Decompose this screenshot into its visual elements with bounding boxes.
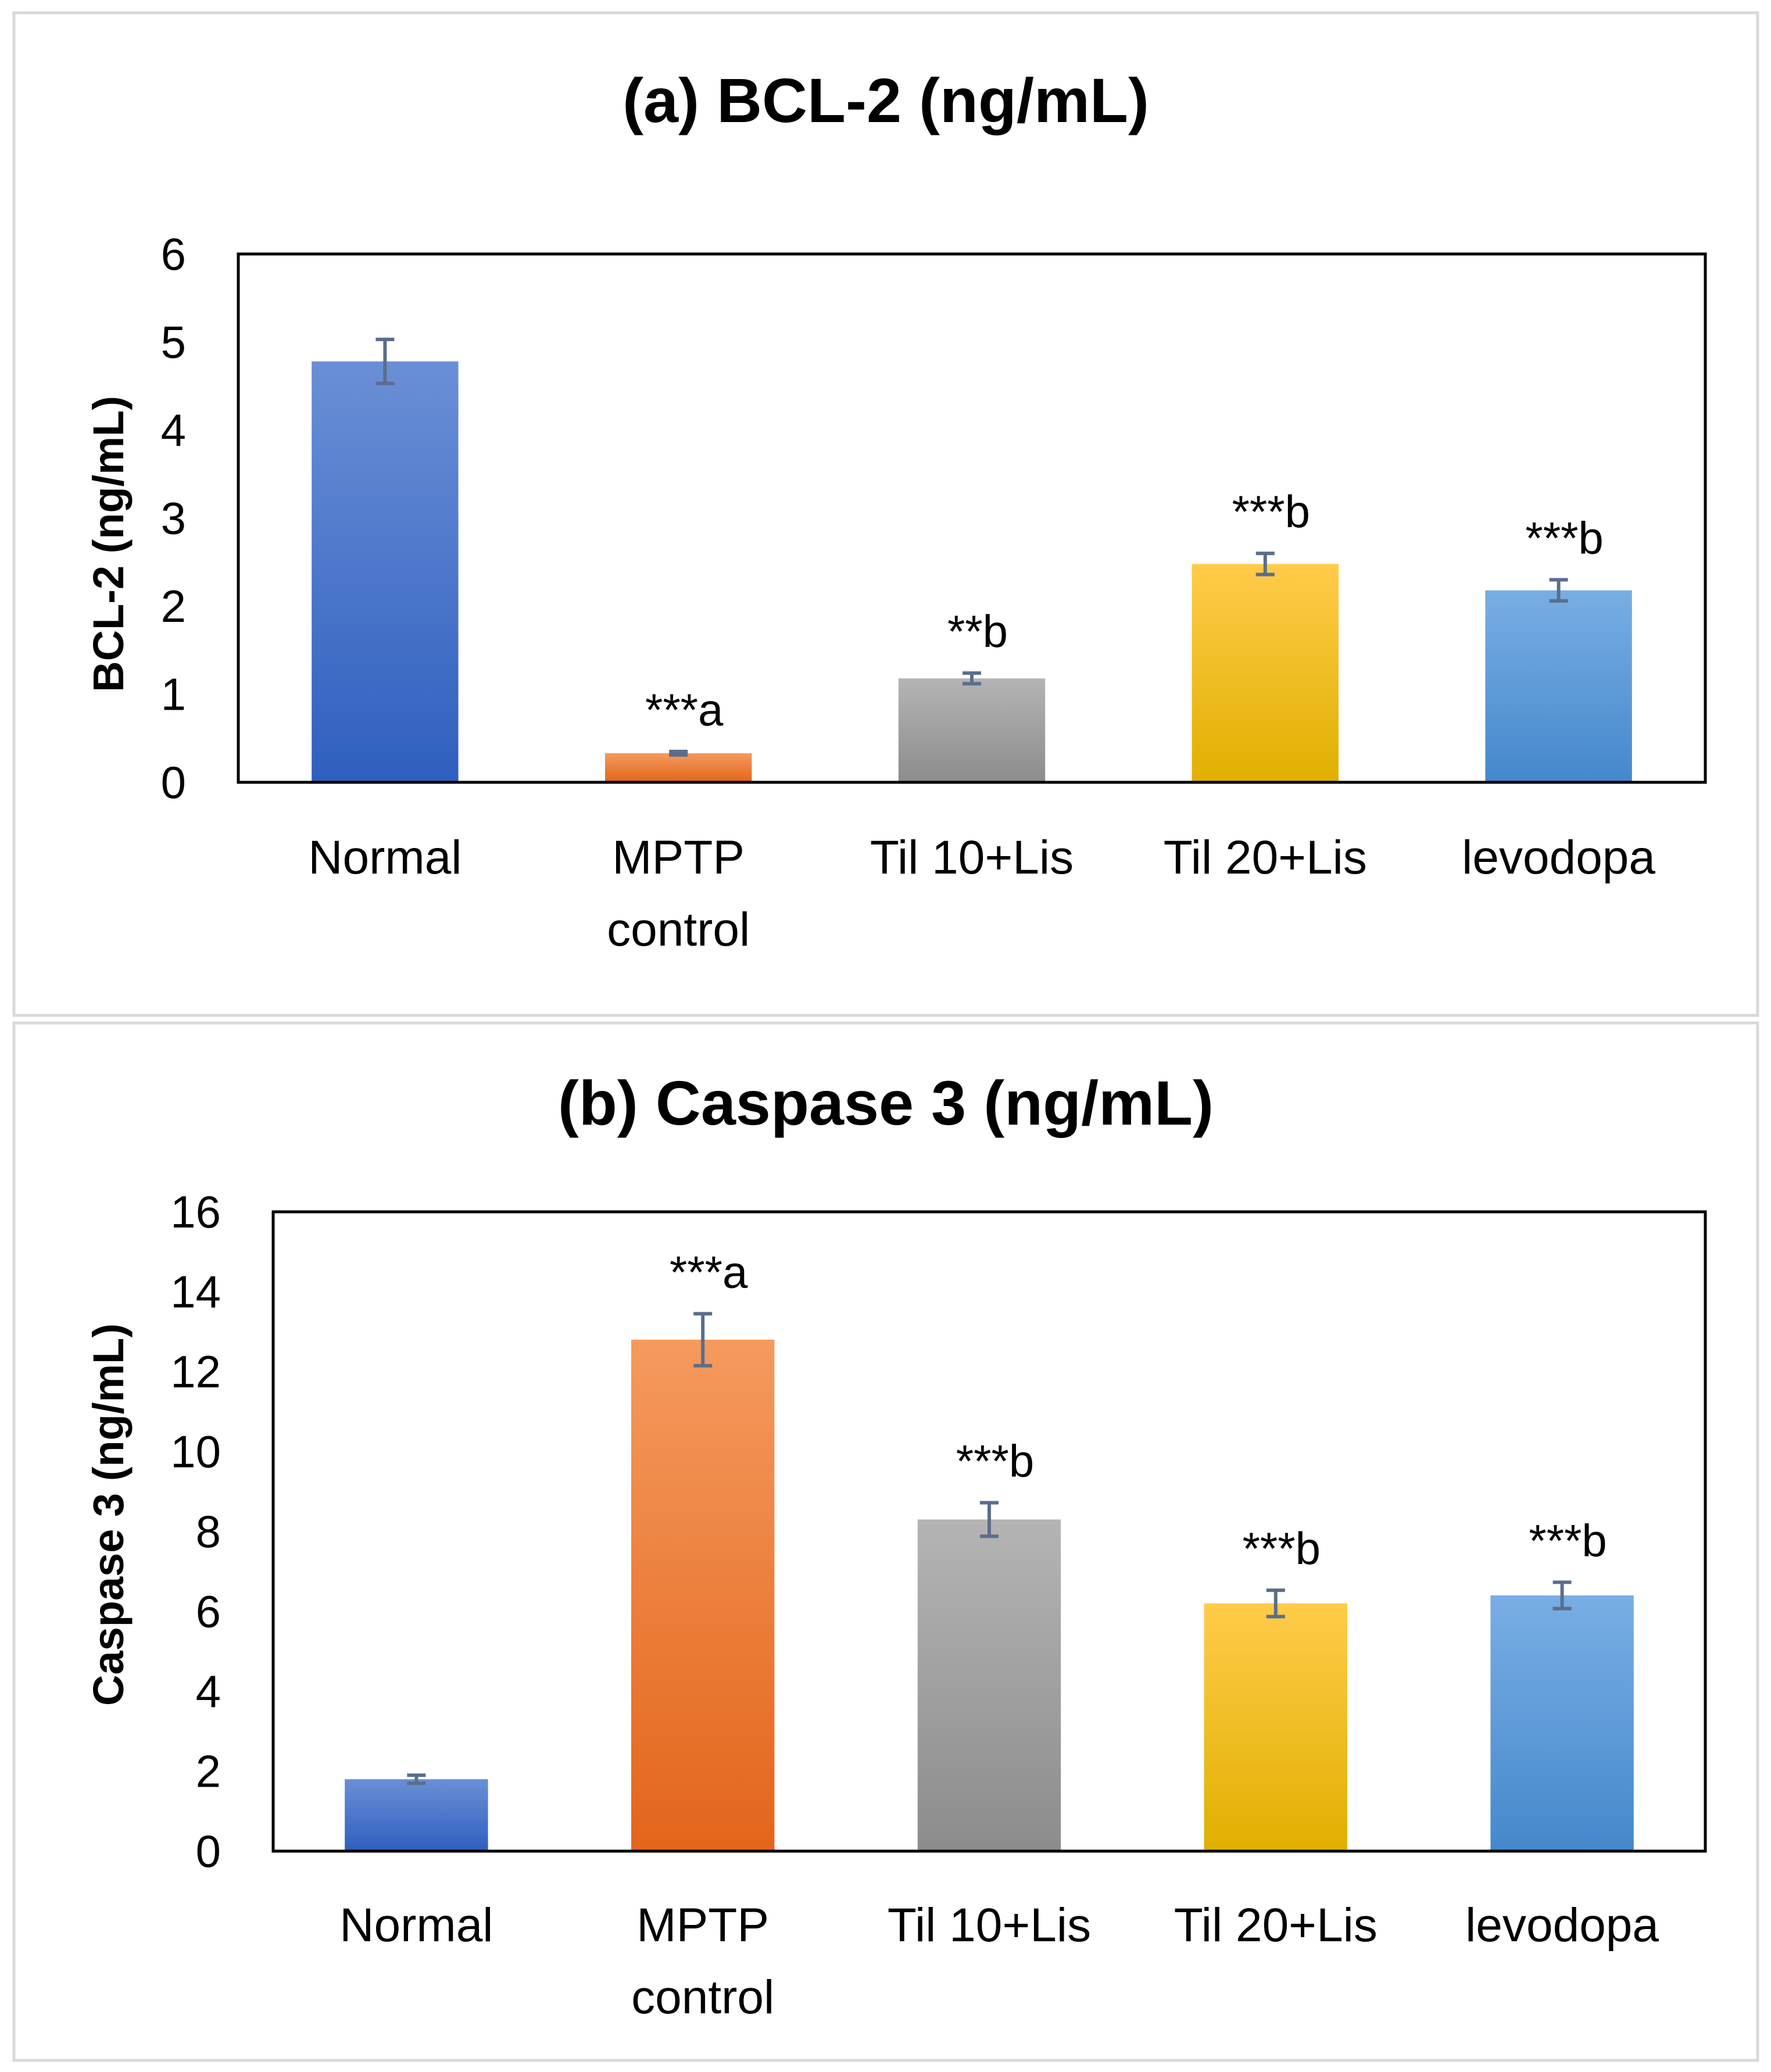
y-tick-label: 0	[161, 757, 186, 808]
error-bar	[980, 1501, 999, 1538]
significance-label: ***b	[1525, 513, 1603, 564]
error-bar	[693, 1312, 713, 1368]
error-bar	[1552, 1580, 1572, 1611]
bar	[345, 1779, 488, 1851]
plot-area: 0 2 4 6 8 10 12 14 16 Normal ***a MPTP control ***b Ti…	[170, 1186, 1707, 2024]
x-category-label: Normal	[308, 831, 461, 884]
x-category-label: Normal	[339, 1899, 493, 1952]
y-tick-label: 6	[161, 228, 186, 280]
bar	[1485, 590, 1632, 782]
bar	[1204, 1603, 1347, 1851]
bar	[1490, 1595, 1634, 1851]
y-tick-label: 6	[196, 1586, 221, 1637]
y-tick-label: 5	[161, 317, 186, 368]
error-bar	[669, 749, 688, 757]
y-tick-label: 4	[196, 1666, 221, 1717]
error-bar	[375, 337, 395, 385]
significance-label: ***b	[1243, 1523, 1321, 1574]
chart-panel-caspase3: (b) Caspase 3 (ng/mL) Caspase 3 (ng/mL) …	[12, 1021, 1759, 2062]
y-tick-label: 4	[161, 405, 186, 456]
bar	[631, 1340, 775, 1851]
bar	[605, 753, 752, 782]
y-tick-label: 16	[170, 1186, 221, 1237]
significance-label: **b	[947, 606, 1008, 657]
x-category-label: MPTP control	[631, 1899, 774, 2024]
x-category-label: MPTP control	[607, 831, 750, 956]
significance-label: ***a	[670, 1246, 748, 1297]
bar	[898, 678, 1046, 782]
chart-panel-bcl2: (a) BCL-2 (ng/mL) BCL-2 (ng/mL) 0 1 2 3 4 5 6 N…	[12, 11, 1759, 1017]
y-tick-label: 10	[170, 1426, 221, 1477]
chart-title: (b) Caspase 3 (ng/mL)	[558, 1068, 1214, 1138]
panel-border	[12, 1021, 1759, 2062]
y-tick-label: 2	[196, 1746, 221, 1797]
y-tick-label: 3	[161, 493, 186, 544]
error-bar	[1549, 578, 1568, 603]
bar	[312, 361, 459, 782]
error-bar	[1255, 552, 1275, 577]
significance-label: ***b	[1232, 486, 1310, 537]
x-category-label: Til 10+Lis	[888, 1899, 1091, 1952]
error-bar	[963, 671, 981, 686]
y-tick-label: 2	[161, 581, 186, 632]
significance-label: ***a	[645, 684, 724, 735]
panel-border	[12, 11, 1759, 1017]
x-category-label: levodopa	[1462, 831, 1655, 884]
significance-label: ***b	[1529, 1515, 1607, 1566]
error-bar	[1266, 1588, 1285, 1619]
x-category-label: Til 10+Lis	[870, 831, 1074, 884]
significance-label: ***b	[956, 1436, 1034, 1487]
bar	[917, 1519, 1061, 1851]
y-tick-label: 8	[196, 1506, 221, 1557]
x-category-label: Til 20+Lis	[1164, 831, 1367, 884]
y-tick-label: 0	[196, 1826, 221, 1877]
x-category-label: levodopa	[1465, 1899, 1659, 1952]
y-tick-label: 1	[161, 669, 186, 720]
error-bar	[407, 1773, 426, 1785]
bar	[1192, 564, 1339, 782]
x-category-label: Til 20+Lis	[1174, 1899, 1378, 1952]
y-axis-label: Caspase 3 (ng/mL)	[84, 1323, 133, 1706]
y-tick-label: 12	[170, 1346, 221, 1397]
y-axis-label: BCL-2 (ng/mL)	[84, 396, 133, 692]
plot-area: 0 1 2 3 4 5 6 Normal ***a MPTP control **b Til 10+Li…	[161, 228, 1707, 956]
y-tick-label: 14	[170, 1266, 221, 1318]
chart-title: (a) BCL-2 (ng/mL)	[622, 65, 1149, 135]
